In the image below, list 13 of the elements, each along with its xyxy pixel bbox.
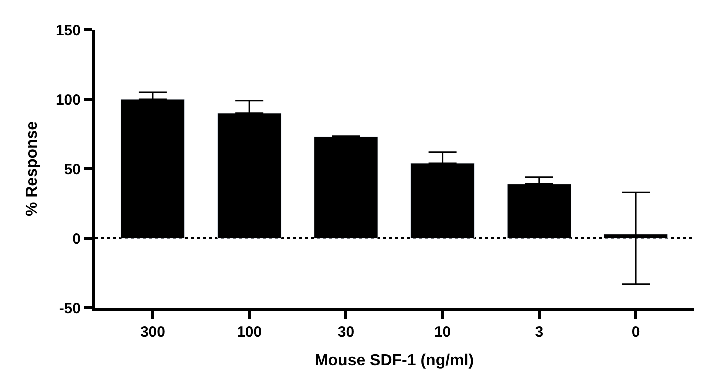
- y-tick-label: 0: [72, 230, 81, 248]
- x-tick-label: 0: [632, 324, 640, 341]
- x-tick-label: 100: [237, 324, 262, 341]
- y-tick-label: 150: [56, 22, 81, 40]
- x-tick-label: 10: [434, 324, 452, 341]
- y-tick-label: 50: [64, 161, 81, 178]
- x-axis-title: Mouse SDF-1 (ng/ml): [314, 352, 474, 370]
- x-tick-label: 3: [535, 324, 544, 341]
- x-tick-label: 30: [338, 324, 355, 341]
- x-tick-label: 300: [140, 324, 166, 341]
- y-tick-label: 100: [56, 92, 81, 109]
- y-axis-title: % Response: [24, 121, 41, 217]
- y-tick-label: -50: [59, 300, 81, 318]
